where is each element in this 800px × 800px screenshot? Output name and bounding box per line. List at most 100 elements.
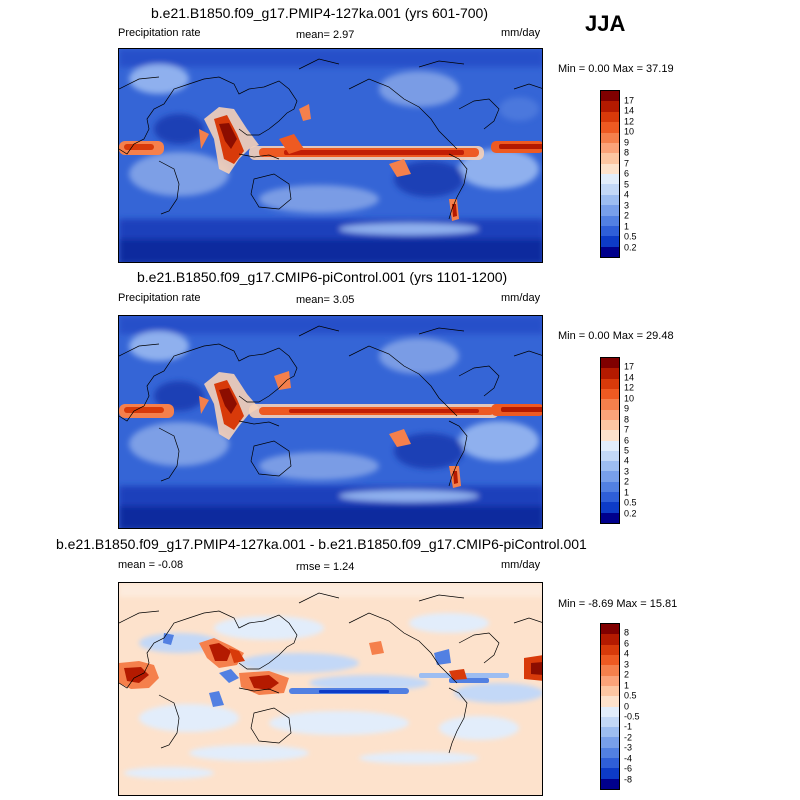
colorbar-swatch bbox=[601, 624, 619, 635]
colorbar-swatch bbox=[601, 768, 619, 779]
colorbar-tick-label: 1 bbox=[624, 221, 630, 231]
panel-1-minmax-label: Min = 0.00 Max = 37.19 bbox=[558, 63, 674, 75]
colorbar-tick-label: 1 bbox=[624, 680, 630, 691]
colorbar-swatch bbox=[601, 450, 619, 462]
colorbar-swatch bbox=[601, 153, 619, 164]
colorbar-swatch bbox=[601, 471, 619, 482]
colorbar-swatch bbox=[601, 399, 619, 410]
panel-2-title: b.e21.B1850.f09_g17.CMIP6-piControl.001 … bbox=[137, 269, 508, 285]
colorbar-tick-label: 5 bbox=[624, 179, 630, 189]
colorbar-swatch bbox=[601, 368, 619, 379]
colorbar-swatch bbox=[601, 378, 619, 389]
colorbar-tick-label: 3 bbox=[624, 659, 630, 670]
panel-3-colorbar bbox=[600, 623, 620, 790]
colorbar-swatch bbox=[601, 246, 619, 257]
panel-3-minmax-label: Min = -8.69 Max = 15.81 bbox=[558, 598, 678, 610]
colorbar-tick-label: 6 bbox=[624, 638, 630, 649]
colorbar-tick-label: 2 bbox=[624, 210, 630, 221]
panel-3-difference-map bbox=[118, 582, 543, 796]
colorbar-swatch bbox=[601, 358, 619, 369]
colorbar-swatch bbox=[601, 440, 619, 451]
panel-2-colorbar bbox=[600, 357, 620, 524]
colorbar-swatch bbox=[601, 492, 619, 503]
colorbar-tick-label: 6 bbox=[624, 168, 630, 179]
colorbar-swatch bbox=[601, 111, 619, 123]
colorbar-swatch bbox=[601, 430, 619, 441]
colorbar-swatch bbox=[601, 225, 619, 237]
panel-2-mean-label: mean= 3.05 bbox=[296, 294, 355, 306]
colorbar-tick-label: 0.5 bbox=[624, 497, 637, 508]
colorbar-swatch bbox=[601, 184, 619, 195]
colorbar-swatch bbox=[601, 461, 619, 472]
colorbar-swatch bbox=[601, 142, 619, 154]
colorbar-swatch bbox=[601, 696, 619, 707]
colorbar-tick-label: 2 bbox=[624, 476, 630, 487]
colorbar-swatch bbox=[601, 644, 619, 655]
colorbar-swatch bbox=[601, 502, 619, 513]
colorbar-swatch bbox=[601, 101, 619, 112]
panel-3-title: b.e21.B1850.f09_g17.PMIP4-127ka.001 - b.… bbox=[56, 536, 587, 552]
colorbar-tick-label: 0.2 bbox=[624, 508, 637, 519]
colorbar-swatch bbox=[601, 665, 619, 676]
colorbar-tick-label: 8 bbox=[624, 627, 630, 638]
colorbar-tick-label: 0.2 bbox=[624, 242, 637, 252]
panel-1-units-label: mm/day bbox=[501, 27, 541, 39]
colorbar-tick-label: -0.5 bbox=[624, 711, 640, 722]
colorbar-tick-label: 6 bbox=[624, 435, 630, 445]
colorbar-tick-label: 17 bbox=[624, 95, 635, 105]
colorbar-swatch bbox=[601, 132, 619, 143]
panel-1-variable-label: Precipitation rate bbox=[118, 27, 201, 39]
colorbar-tick-label: 10 bbox=[624, 126, 635, 137]
colorbar-tick-label: 12 bbox=[624, 382, 635, 393]
colorbar-tick-label: 1 bbox=[624, 487, 630, 498]
colorbar-tick-label: 0.5 bbox=[624, 690, 637, 701]
colorbar-swatch bbox=[601, 716, 619, 728]
colorbar-tick-label: 5 bbox=[624, 445, 630, 456]
colorbar-tick-label: 7 bbox=[624, 158, 630, 168]
colorbar-swatch bbox=[601, 737, 619, 748]
colorbar-swatch bbox=[601, 675, 619, 686]
colorbar-swatch bbox=[601, 163, 619, 174]
colorbar-swatch bbox=[601, 205, 619, 216]
panel-1-precip-map bbox=[118, 48, 543, 263]
colorbar-tick-label: 14 bbox=[624, 372, 635, 383]
colorbar-swatch bbox=[601, 634, 619, 645]
colorbar-swatch bbox=[601, 654, 619, 666]
colorbar-swatch bbox=[601, 194, 619, 206]
panel-3-units-label: mm/day bbox=[501, 559, 541, 571]
panel-2-variable-label: Precipitation rate bbox=[118, 292, 201, 304]
colorbar-tick-label: -2 bbox=[624, 732, 633, 743]
colorbar-tick-label: -3 bbox=[624, 742, 633, 753]
colorbar-tick-label: -8 bbox=[624, 774, 633, 785]
colorbar-swatch bbox=[601, 419, 619, 431]
colorbar-tick-label: 0 bbox=[624, 701, 630, 711]
colorbar-tick-label: 17 bbox=[624, 361, 635, 372]
colorbar-swatch bbox=[601, 685, 619, 697]
colorbar-swatch bbox=[601, 91, 619, 102]
colorbar-swatch bbox=[601, 512, 619, 523]
panel-2-precip-map bbox=[118, 315, 543, 529]
colorbar-tick-label: 12 bbox=[624, 116, 635, 126]
colorbar-swatch bbox=[601, 758, 619, 769]
colorbar-swatch bbox=[601, 747, 619, 759]
panel-1-mean-label: mean= 2.97 bbox=[296, 29, 355, 41]
colorbar-tick-label: 8 bbox=[624, 414, 630, 425]
colorbar-tick-label: 8 bbox=[624, 147, 630, 158]
colorbar-tick-label: 14 bbox=[624, 105, 635, 116]
panel-3-rmse-label: rmse = 1.24 bbox=[296, 561, 355, 573]
panel-1-title: b.e21.B1850.f09_g17.PMIP4-127ka.001 (yrs… bbox=[151, 5, 489, 21]
panel-2-minmax-label: Min = 0.00 Max = 29.48 bbox=[558, 330, 674, 342]
colorbar-swatch bbox=[601, 481, 619, 493]
colorbar-tick-label: 0.5 bbox=[624, 231, 637, 242]
colorbar-tick-label: 7 bbox=[624, 424, 630, 435]
panel-2-units-label: mm/day bbox=[501, 292, 541, 304]
colorbar-tick-label: -6 bbox=[624, 763, 633, 774]
colorbar-swatch bbox=[601, 778, 619, 789]
colorbar-tick-label: -1 bbox=[624, 721, 633, 732]
colorbar-swatch bbox=[601, 409, 619, 420]
colorbar-tick-label: 3 bbox=[624, 200, 630, 210]
colorbar-swatch bbox=[601, 122, 619, 133]
colorbar-tick-label: 4 bbox=[624, 648, 630, 659]
colorbar-tick-label: -4 bbox=[624, 753, 633, 764]
colorbar-swatch bbox=[601, 706, 619, 717]
